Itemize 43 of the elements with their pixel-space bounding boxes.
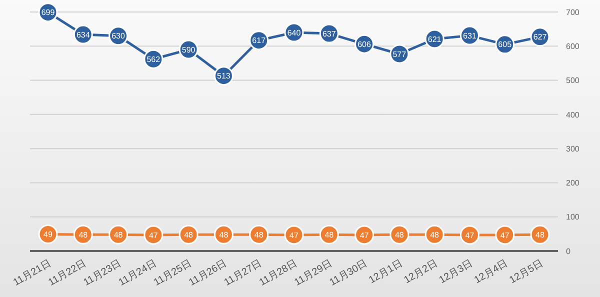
y-tick-label: 100 <box>566 212 580 222</box>
data-label: 617 <box>252 36 266 46</box>
y-tick-label: 200 <box>566 178 580 188</box>
data-label: 48 <box>114 230 124 240</box>
data-label: 640 <box>287 28 302 38</box>
data-label: 577 <box>392 50 407 59</box>
x-tick-label: 12月1日 <box>367 258 404 286</box>
y-tick-label: 600 <box>566 42 580 51</box>
y-tick-label: 500 <box>566 76 580 86</box>
data-label: 48 <box>394 230 404 240</box>
data-label: 47 <box>500 230 510 240</box>
data-label: 627 <box>533 32 548 42</box>
y-tick-label: 400 <box>566 110 580 120</box>
data-label: 48 <box>430 230 440 240</box>
data-label: 47 <box>290 230 299 240</box>
data-label: 631 <box>463 31 477 40</box>
x-tick-label: 12月5日 <box>508 258 546 286</box>
data-label: 630 <box>112 32 126 41</box>
data-label: 699 <box>41 8 56 18</box>
data-label: 47 <box>360 230 370 240</box>
data-label: 47 <box>465 230 475 240</box>
data-label: 48 <box>324 230 334 240</box>
data-label: 48 <box>184 230 194 240</box>
data-label: 48 <box>219 230 229 240</box>
data-label: 637 <box>322 29 336 38</box>
data-label: 634 <box>76 30 90 40</box>
data-label: 562 <box>146 54 161 64</box>
data-label: 606 <box>358 40 372 49</box>
data-label: 49 <box>44 230 53 240</box>
data-label: 605 <box>498 40 512 50</box>
data-label: 513 <box>217 72 231 81</box>
x-tick-label: 12月4日 <box>472 258 510 286</box>
data-label: 48 <box>254 230 264 240</box>
x-tick-label: 12月3日 <box>437 258 475 286</box>
data-label: 48 <box>78 230 88 240</box>
data-label: 621 <box>428 34 442 44</box>
x-tick-label: 12月2日 <box>402 258 440 286</box>
y-tick-label: 0 <box>566 246 571 256</box>
data-label: 590 <box>182 45 196 54</box>
data-label: 47 <box>148 230 158 240</box>
y-tick-label: 700 <box>566 8 580 17</box>
y-tick-label: 300 <box>566 144 580 154</box>
data-label: 48 <box>536 230 545 240</box>
